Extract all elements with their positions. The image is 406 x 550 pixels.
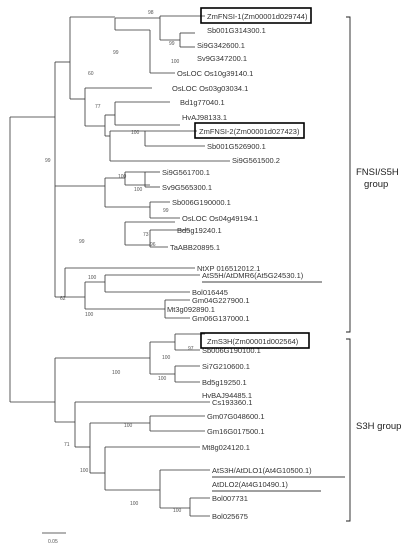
leaf-oslocos04g49194: OsLOC Os04g49194.1 [182, 214, 258, 223]
leaf-ats5h-atdmr6: AtS5H/AtDMR6(At5G24530.1) [202, 271, 304, 280]
bootstrap-value: 99 [163, 208, 169, 214]
bootstrap-value: 100 [130, 501, 139, 507]
bootstrap-value: 100 [88, 275, 97, 281]
leaf-si9g561500: Si9G561500.2 [232, 156, 280, 165]
scale-bar: 0.05 [42, 532, 66, 545]
leaf-bd1g77040: Bd1g77040.1 [180, 98, 225, 107]
fnsi-s5h-group-word: group [364, 179, 388, 190]
leaf-si9g342600: Si9G342600.1 [197, 41, 245, 50]
leaf-oslocos03g03034: OsLOC Os03g03034.1 [172, 84, 248, 93]
bootstrap-value: 100 [162, 355, 171, 361]
scale-bar-label: 0.05 [48, 539, 58, 545]
leaf-ats3h-atdlo1: AtS3H/AtDLO1(At4G10500.1) [212, 466, 312, 475]
zms3h-box [200, 332, 310, 349]
leaf-si9g561700: Si9G561700.1 [162, 168, 210, 177]
leaf-gm06g137000: Gm06G137000.1 [192, 314, 250, 323]
s3h-group-bracket: S3H group [346, 338, 401, 522]
leaf-zmfnsi-1: ZmFNSI-1(Zm00001d029744) [207, 12, 308, 21]
bootstrap-value: 100 [124, 423, 133, 429]
bootstrap-value: 60 [88, 71, 94, 77]
bootstrap-value: 62 [60, 296, 66, 302]
leaf-sb001g314300: Sb001G314300.1 [207, 26, 266, 35]
leaf-zmfnsi-2: ZmFNSI-2(Zm00001d027423) [199, 127, 300, 136]
bootstrap-value: 100 [112, 370, 121, 376]
leaf-sb006g190000: Sb006G190000.1 [172, 198, 231, 207]
bootstrap-value: 100 [171, 59, 180, 65]
leaf-cs193360: Cs193360.1 [212, 398, 252, 407]
bootstrap-value: 100 [173, 508, 182, 514]
leaf-hvbaj94485: HvBAJ94485.1 [202, 391, 252, 400]
leaf-sv9g347200: Sv9G347200.1 [197, 54, 247, 63]
leaf-zms3h: ZmS3H(Zm00001d002564) [207, 337, 299, 346]
bootstrap-value: 100 [80, 468, 89, 474]
leaf-bol007731: Bol007731 [212, 494, 248, 503]
bootstrap-value: 71 [64, 442, 70, 448]
leaf-mt8g024120: Mt8g024120.1 [202, 443, 250, 452]
bootstrap-values: 98 99 100 99 60 77 100 99 100 100 99 73 … [45, 10, 194, 514]
bootstrap-value: 100 [158, 376, 167, 382]
bootstrap-value: 97 [188, 346, 194, 352]
bootstrap-value: 99 [79, 239, 85, 245]
leaf-gm16g017500: Gm16G017500.1 [207, 427, 265, 436]
s3h-group-label: S3H group [356, 421, 401, 432]
leaf-sb006g190100: Sb006G190100.1 [202, 346, 261, 355]
leaf-oslocos10g39140: OsLOC Os10g39140.1 [177, 69, 253, 78]
bootstrap-value: 77 [95, 104, 101, 110]
bootstrap-value: 100 [134, 187, 143, 193]
leaf-mt3g092890: Mt3g092890.1 [167, 305, 215, 314]
bootstrap-value: 100 [85, 312, 94, 318]
highlight-marks [194, 7, 345, 492]
leaf-gm07g048600: Gm07G048600.1 [207, 412, 265, 421]
leaf-bd5g19240: Bd5g19240.1 [177, 226, 222, 235]
leaf-ntxp016512012: NtXP 016512012.1 [197, 264, 260, 273]
leaf-sb001g526900: Sb001G526900.1 [207, 142, 266, 151]
leaf-si7g210600: Si7G210600.1 [202, 362, 250, 371]
bootstrap-value: 96 [150, 242, 156, 248]
leaf-bol016445: Bol016445 [192, 288, 228, 297]
tree-branches [9, 15, 230, 517]
bootstrap-value: 100 [131, 130, 140, 136]
leaf-atdlo2: AtDLO2(At4G10490.1) [212, 480, 288, 489]
bootstrap-value: 99 [45, 158, 51, 164]
bootstrap-value: 99 [113, 50, 119, 56]
fnsi-s5h-group-bracket: FNSI/S5H group [346, 16, 399, 333]
leaf-bol025675: Bol025675 [212, 512, 248, 521]
leaf-sv9g565300: Sv9G565300.1 [162, 183, 212, 192]
leaf-gm04g227900: Gm04G227900.1 [192, 296, 250, 305]
leaf-hvaj98133: HvAJ98133.1 [182, 113, 227, 122]
bootstrap-value: 100 [118, 174, 127, 180]
zmfnsi-2-box [194, 122, 305, 139]
bootstrap-value: 73 [143, 232, 149, 238]
leaf-bd5g19250: Bd5g19250.1 [202, 378, 247, 387]
leaf-labels: ZmFNSI-1(Zm00001d029744) Sb001G314300.1 … [162, 12, 312, 521]
fnsi-s5h-group-label: FNSI/S5H [356, 167, 399, 178]
zmfnsi-1-box [200, 7, 312, 24]
leaf-taabb20895: TaABB20895.1 [170, 243, 220, 252]
bootstrap-value: 99 [169, 41, 175, 47]
bootstrap-value: 98 [148, 10, 154, 16]
